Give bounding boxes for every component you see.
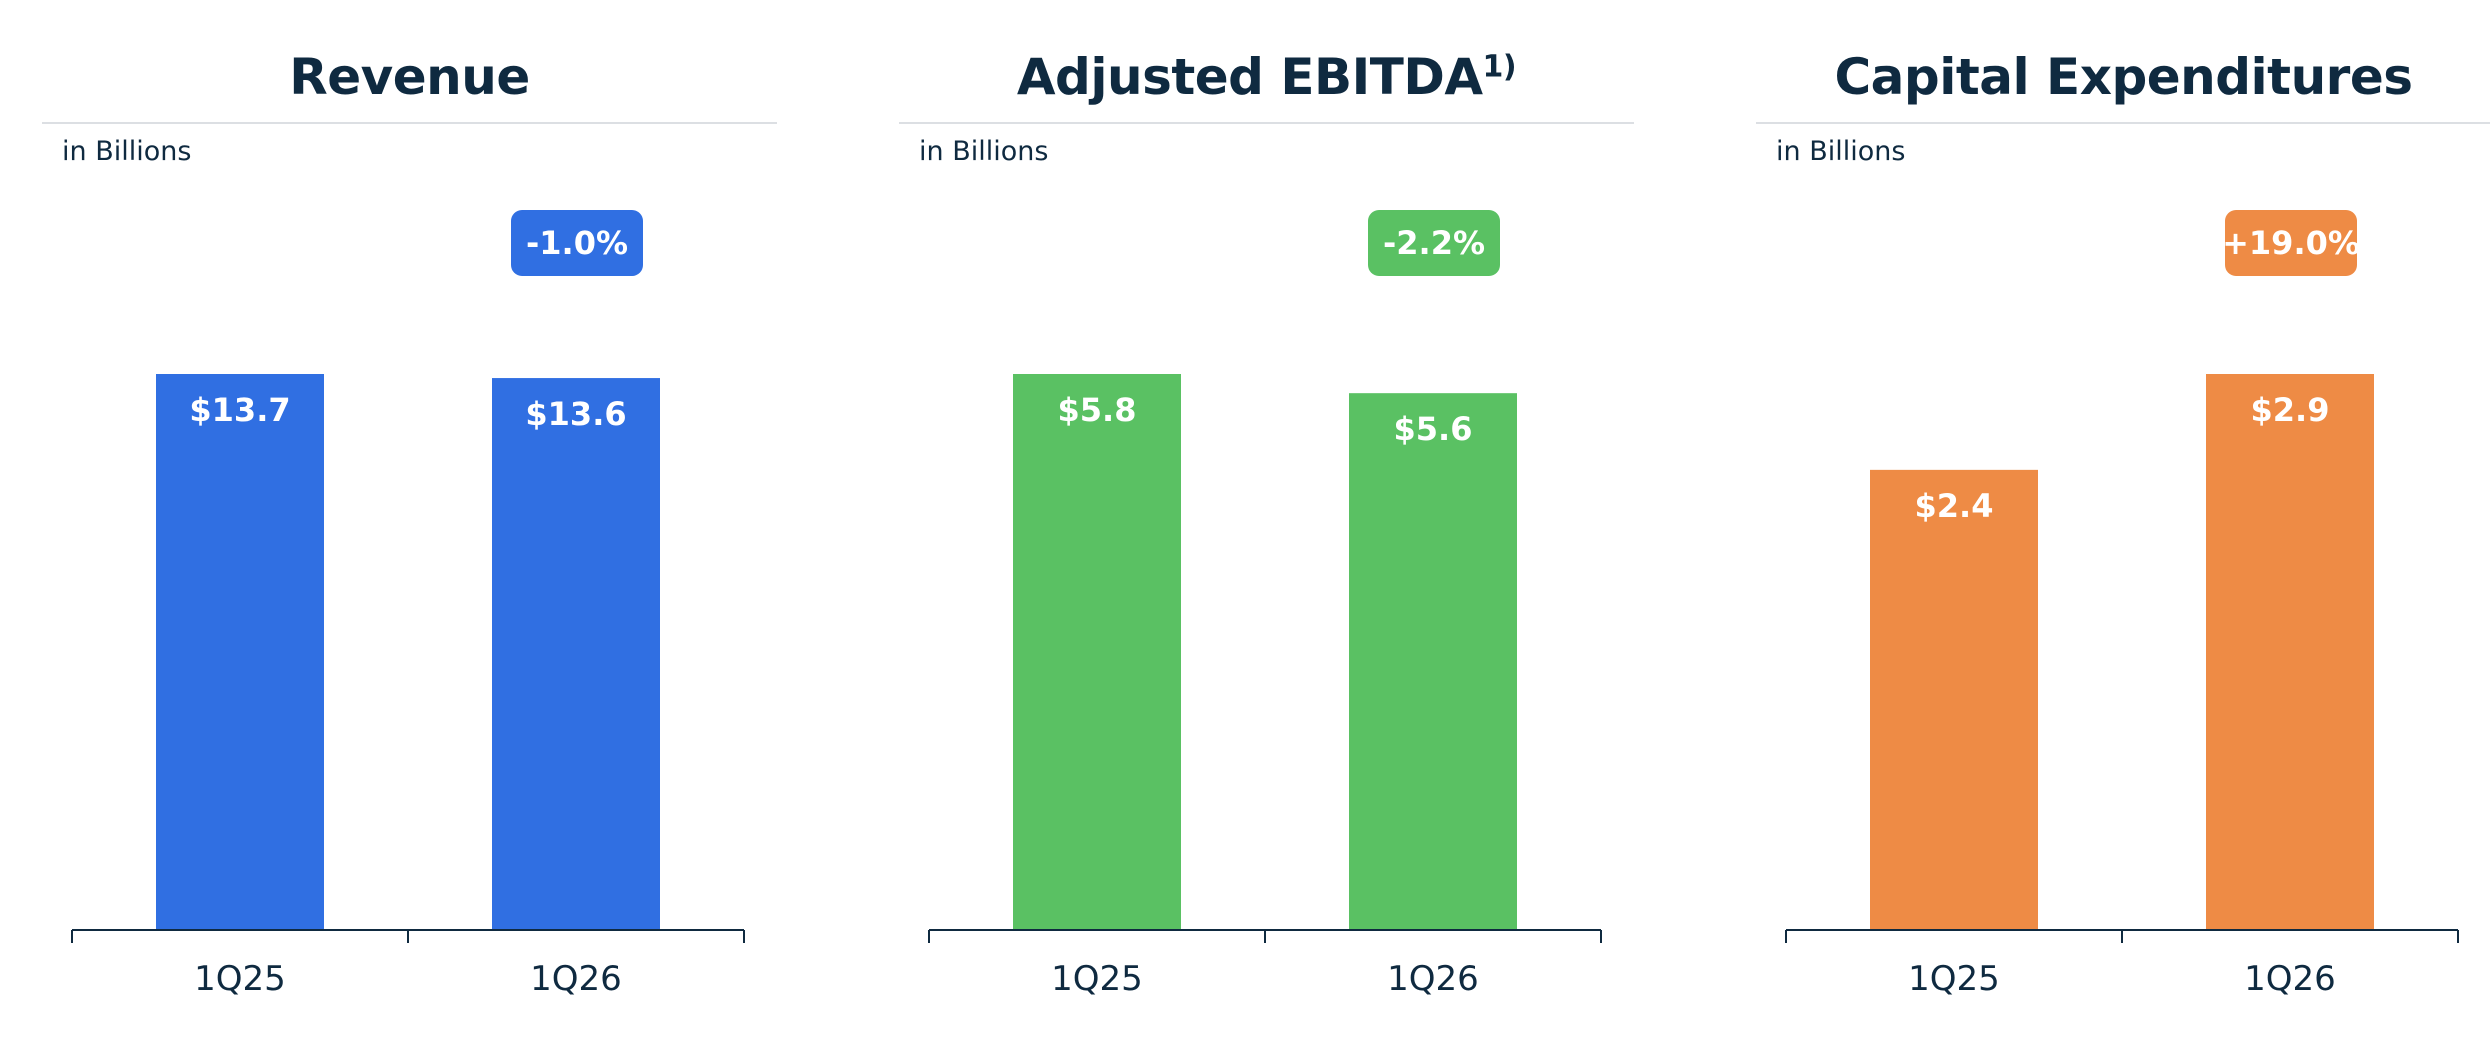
revenue-panel: Revenue in Billions -1.0% $13.7 1Q25 $13.6…	[42, 0, 777, 1054]
x-tick-label: 1Q25	[1908, 959, 2000, 999]
bar-value-label: $5.8	[1058, 391, 1137, 429]
unit-label: in Billions	[919, 136, 1049, 167]
bar-1q26	[2206, 374, 2374, 930]
unit-label: in Billions	[1776, 136, 1906, 167]
bar-value-label: $13.7	[189, 391, 290, 429]
bar-1q26	[1349, 393, 1517, 930]
change-badge: +19.0%	[2222, 210, 2360, 276]
bar-value-label: $2.9	[2251, 391, 2330, 429]
bar-plot: $2.4 1Q25 $2.9 1Q26	[1785, 374, 2459, 999]
bar-1q25	[1870, 469, 2038, 930]
bar-plot: $5.8 1Q25 $5.6 1Q26	[928, 374, 1602, 999]
x-tick-label: 1Q26	[1387, 959, 1479, 999]
x-tick-label: 1Q26	[530, 959, 622, 999]
bar-1q25	[1013, 374, 1181, 930]
x-tick-label: 1Q25	[194, 959, 286, 999]
change-badge: -1.0%	[511, 210, 643, 276]
bar-plot: $13.7 1Q25 $13.6 1Q26	[71, 374, 745, 999]
bar-value-label: $2.4	[1915, 487, 1994, 525]
x-tick-label: 1Q26	[2244, 959, 2336, 999]
unit-label: in Billions	[62, 136, 192, 167]
bar-value-label: $5.6	[1394, 410, 1473, 448]
change-badge: -2.2%	[1368, 210, 1500, 276]
title-divider	[1756, 122, 2490, 124]
chart-title: Capital Expenditures	[1834, 48, 2413, 106]
bar-1q25	[156, 374, 324, 930]
title-divider	[899, 122, 1634, 124]
bar-1q26	[492, 378, 660, 931]
chart-title: Adjusted EBITDA1)	[1016, 48, 1517, 106]
title-divider	[42, 122, 777, 124]
x-tick-label: 1Q25	[1051, 959, 1143, 999]
chart-title: Revenue	[289, 48, 530, 106]
adjusted-ebitda-panel: Adjusted EBITDA1) in Billions -2.2% $5.8…	[899, 0, 1634, 1054]
bar-value-label: $13.6	[525, 395, 626, 433]
capital-expenditures-panel: Capital Expenditures in Billions +19.0% …	[1756, 0, 2490, 1054]
